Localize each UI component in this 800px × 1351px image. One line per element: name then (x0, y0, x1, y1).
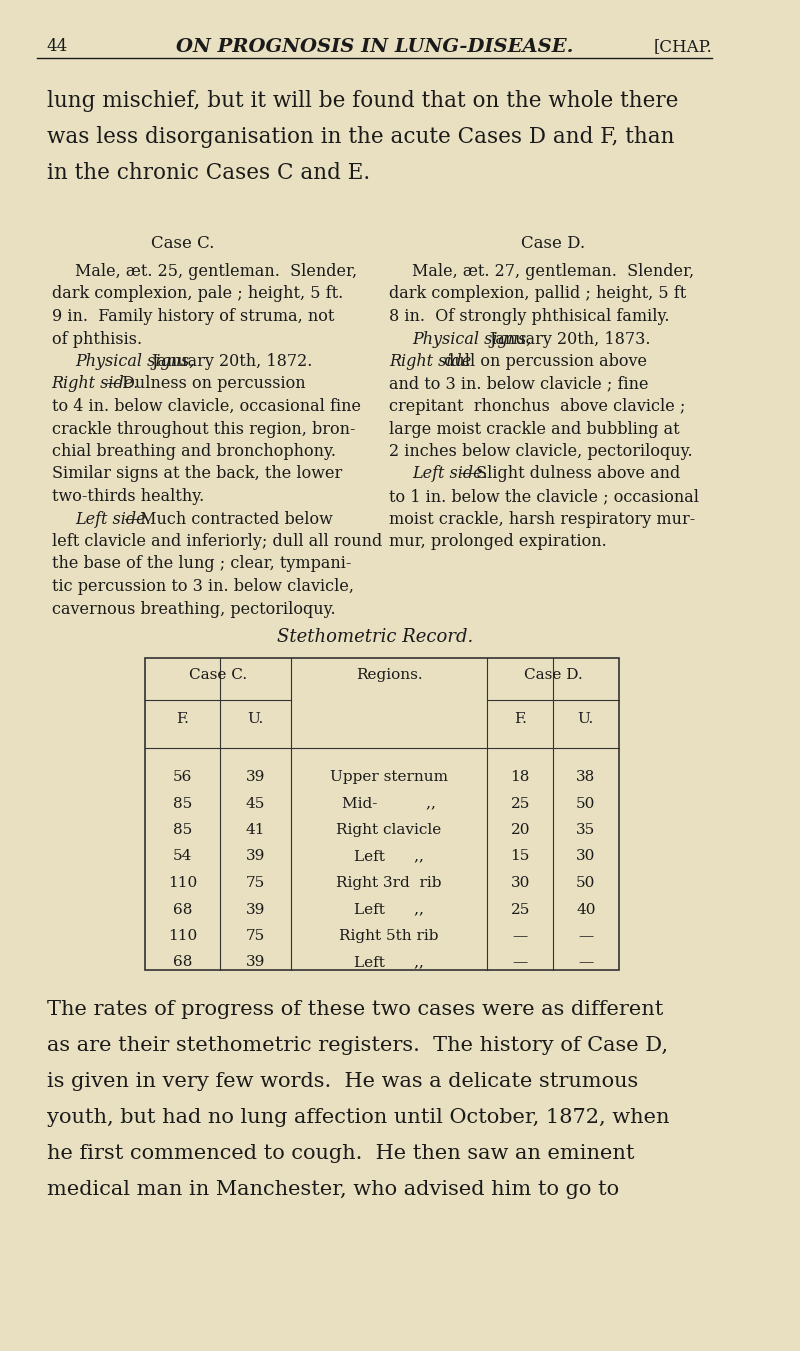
Text: Case D.: Case D. (521, 235, 585, 253)
Text: Case C.: Case C. (189, 667, 247, 682)
Text: of phthisis.: of phthisis. (51, 331, 142, 347)
Text: 85: 85 (173, 823, 193, 838)
Text: chial breathing and bronchophony.: chial breathing and bronchophony. (51, 443, 335, 459)
Text: Regions.: Regions. (356, 667, 422, 682)
Text: Right side.: Right side. (51, 376, 139, 393)
Text: Male, æt. 25, gentleman.  Slender,: Male, æt. 25, gentleman. Slender, (75, 263, 357, 280)
Text: Left      ,,: Left ,, (354, 850, 424, 863)
Text: large moist crackle and bubbling at: large moist crackle and bubbling at (389, 420, 680, 438)
Text: 75: 75 (246, 929, 265, 943)
Text: as are their stethometric registers.  The history of Case D,: as are their stethometric registers. The… (47, 1036, 668, 1055)
Text: Right 3rd  rib: Right 3rd rib (336, 875, 442, 890)
Text: Right side: Right side (389, 353, 471, 370)
Text: U.: U. (578, 712, 594, 725)
Text: to 1 in. below the clavicle ; occasional: to 1 in. below the clavicle ; occasional (389, 488, 699, 505)
Text: January 20th, 1873.: January 20th, 1873. (490, 331, 650, 347)
Text: 68: 68 (173, 902, 193, 916)
Text: cavernous breathing, pectoriloquy.: cavernous breathing, pectoriloquy. (51, 600, 335, 617)
Text: lung mischief, but it will be found that on the whole there: lung mischief, but it will be found that… (47, 91, 678, 112)
Text: 41: 41 (246, 823, 265, 838)
Text: Case C.: Case C. (151, 235, 214, 253)
Text: he first commenced to cough.  He then saw an eminent: he first commenced to cough. He then saw… (47, 1144, 634, 1163)
Text: youth, but had no lung affection until October, 1872, when: youth, but had no lung affection until O… (47, 1108, 670, 1127)
Text: to 4 in. below clavicle, occasional fine: to 4 in. below clavicle, occasional fine (51, 399, 361, 415)
Text: is given in very few words.  He was a delicate strumous: is given in very few words. He was a del… (47, 1071, 638, 1092)
Text: Physical signs,: Physical signs, (413, 331, 537, 347)
Text: 110: 110 (168, 875, 198, 890)
Text: F.: F. (176, 712, 190, 725)
Text: —: — (513, 929, 528, 943)
Text: Left side.: Left side. (75, 511, 150, 527)
Text: Right 5th rib: Right 5th rib (339, 929, 438, 943)
Text: 44: 44 (47, 38, 68, 55)
Text: 9 in.  Family history of struma, not: 9 in. Family history of struma, not (51, 308, 334, 326)
Text: Case D.: Case D. (524, 667, 582, 682)
Text: 85: 85 (173, 797, 193, 811)
Text: mur, prolonged expiration.: mur, prolonged expiration. (389, 534, 606, 550)
Text: U.: U. (247, 712, 263, 725)
Text: 50: 50 (576, 875, 595, 890)
Text: Left      ,,: Left ,, (354, 955, 424, 970)
Text: 50: 50 (576, 797, 595, 811)
Text: in the chronic Cases C and E.: in the chronic Cases C and E. (47, 162, 370, 184)
Text: Stethometric Record.: Stethometric Record. (277, 628, 473, 646)
Text: 39: 39 (246, 955, 265, 970)
Text: —Much contracted below: —Much contracted below (124, 511, 333, 527)
Text: dark complexion, pallid ; height, 5 ft: dark complexion, pallid ; height, 5 ft (389, 285, 686, 303)
Text: Left      ,,: Left ,, (354, 902, 424, 916)
Text: Similar signs at the back, the lower: Similar signs at the back, the lower (51, 466, 342, 482)
Text: [CHAP.: [CHAP. (654, 38, 712, 55)
Text: Upper sternum: Upper sternum (330, 770, 448, 784)
Text: 54: 54 (173, 850, 193, 863)
Text: January 20th, 1872.: January 20th, 1872. (152, 353, 314, 370)
Text: 15: 15 (510, 850, 530, 863)
Text: Right clavicle: Right clavicle (336, 823, 442, 838)
Text: left clavicle and inferiorly; dull all round: left clavicle and inferiorly; dull all r… (51, 534, 382, 550)
Text: —Dulness on percussion: —Dulness on percussion (106, 376, 306, 393)
Text: the base of the lung ; clear, tympani-: the base of the lung ; clear, tympani- (51, 555, 351, 573)
Text: 39: 39 (246, 850, 265, 863)
Text: 39: 39 (246, 770, 265, 784)
Text: Physical signs,: Physical signs, (75, 353, 199, 370)
Text: 35: 35 (576, 823, 595, 838)
Text: and to 3 in. below clavicle ; fine: and to 3 in. below clavicle ; fine (389, 376, 649, 393)
Text: 75: 75 (246, 875, 265, 890)
Text: —: — (578, 929, 594, 943)
Text: 30: 30 (576, 850, 595, 863)
Text: 45: 45 (246, 797, 265, 811)
Text: —: — (578, 955, 594, 970)
Text: 110: 110 (168, 929, 198, 943)
Text: ON PROGNOSIS IN LUNG-DISEASE.: ON PROGNOSIS IN LUNG-DISEASE. (176, 38, 574, 55)
Text: dull on percussion above: dull on percussion above (438, 353, 646, 370)
Text: 39: 39 (246, 902, 265, 916)
Text: was less disorganisation in the acute Cases D and F, than: was less disorganisation in the acute Ca… (47, 126, 674, 149)
Text: 25: 25 (510, 797, 530, 811)
Text: 38: 38 (576, 770, 595, 784)
Text: Mid-          ,,: Mid- ,, (342, 797, 436, 811)
Text: crepitant  rhonchus  above clavicle ;: crepitant rhonchus above clavicle ; (389, 399, 686, 415)
Text: tic percussion to 3 in. below clavicle,: tic percussion to 3 in. below clavicle, (51, 578, 354, 594)
Text: two-thirds healthy.: two-thirds healthy. (51, 488, 204, 505)
Text: 30: 30 (510, 875, 530, 890)
Text: 68: 68 (173, 955, 193, 970)
Text: 25: 25 (510, 902, 530, 916)
Text: 20: 20 (510, 823, 530, 838)
Text: 56: 56 (173, 770, 193, 784)
Text: 2 inches below clavicle, pectoriloquy.: 2 inches below clavicle, pectoriloquy. (389, 443, 693, 459)
Text: crackle throughout this region, bron-: crackle throughout this region, bron- (51, 420, 355, 438)
Text: 8 in.  Of strongly phthisical family.: 8 in. Of strongly phthisical family. (389, 308, 670, 326)
Text: —: — (513, 955, 528, 970)
Text: —Slight dulness above and: —Slight dulness above and (460, 466, 681, 482)
Text: Male, æt. 27, gentleman.  Slender,: Male, æt. 27, gentleman. Slender, (413, 263, 694, 280)
Text: dark complexion, pale ; height, 5 ft.: dark complexion, pale ; height, 5 ft. (51, 285, 343, 303)
Text: The rates of progress of these two cases were as different: The rates of progress of these two cases… (47, 1000, 663, 1019)
Text: 40: 40 (576, 902, 595, 916)
Text: F.: F. (514, 712, 526, 725)
Text: medical man in Manchester, who advised him to go to: medical man in Manchester, who advised h… (47, 1179, 619, 1198)
Text: 18: 18 (510, 770, 530, 784)
Text: moist crackle, harsh respiratory mur-: moist crackle, harsh respiratory mur- (389, 511, 695, 527)
Text: Left side.: Left side. (413, 466, 488, 482)
